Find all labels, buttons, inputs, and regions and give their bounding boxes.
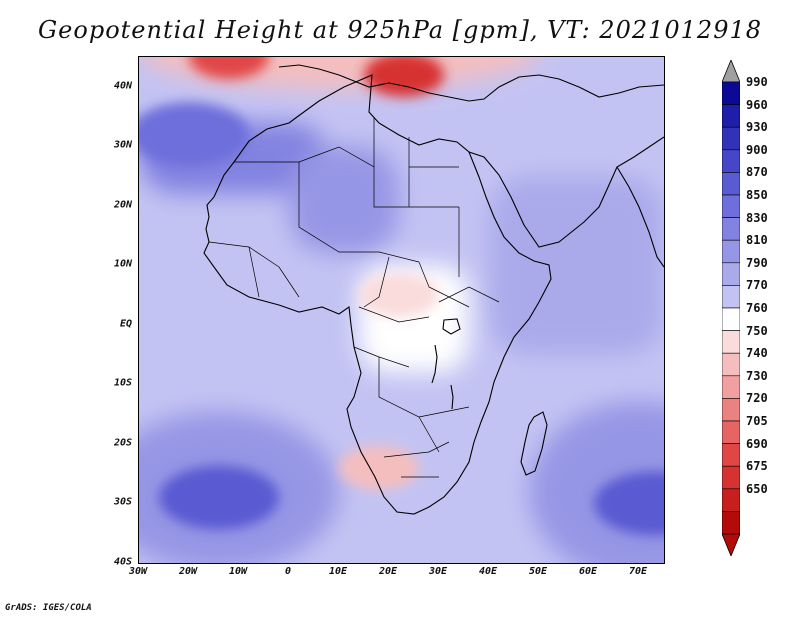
colorbar-swatch <box>722 352 740 377</box>
lon-tick-label: 40E <box>478 566 498 577</box>
lon-tick-label: 70E <box>628 566 648 577</box>
lon-tick-label: 60E <box>578 566 598 577</box>
lake-tanganyika <box>431 344 438 384</box>
grads-credit: GrADS: IGES/COLA <box>5 603 92 613</box>
field-cores <box>139 57 664 536</box>
colorbar-tick-label: 690 <box>746 436 768 451</box>
colorbar-tick-label: 760 <box>746 301 768 315</box>
colorbar-tick-label: 730 <box>746 368 768 383</box>
south-indian-high <box>594 471 664 536</box>
europe-coastline <box>278 64 664 102</box>
arabia-coastline <box>468 136 664 248</box>
north-atlantic-low <box>189 57 269 79</box>
colorbar-tick-label: 830 <box>746 210 768 225</box>
colorbar-tick-label: 870 <box>746 165 768 180</box>
lon-tick-label: 0 <box>284 566 292 577</box>
lat-tick-label: 20S <box>113 437 132 449</box>
colorbar-swatch <box>722 217 740 241</box>
colorbar-swatch <box>722 330 740 354</box>
colorbar-swatch <box>722 262 740 286</box>
lat-tick-label: 40S <box>113 556 132 568</box>
colorbar-tick-label: 850 <box>746 188 768 202</box>
colorbar-tick-label: 675 <box>746 459 768 474</box>
india-coastline <box>616 166 664 268</box>
colorbar-tick-label: 740 <box>746 346 768 361</box>
colorbar-tick-label: 930 <box>746 120 768 135</box>
lon-tick-label: 30E <box>428 566 448 577</box>
colorbar-swatch <box>722 420 740 444</box>
colorbar-tick-label: 900 <box>746 142 768 157</box>
colorbar-tick-label: 705 <box>746 414 768 428</box>
mediterranean-low <box>364 57 444 97</box>
colorbar-tick-label: 790 <box>746 255 768 270</box>
coastlines <box>203 64 664 515</box>
south-atlantic-high <box>159 465 279 530</box>
colorbar-swatch <box>722 285 740 309</box>
colorbar-swatch <box>722 104 740 128</box>
lake-victoria <box>442 318 461 335</box>
colorbar-swatch <box>722 375 740 399</box>
colorbar-tick-label: 810 <box>746 233 768 248</box>
lon-tick-label: 10E <box>328 566 348 577</box>
azores-ridge <box>139 102 249 167</box>
lat-tick-label: 30S <box>113 496 132 508</box>
lon-tick-label: 30W <box>128 566 148 577</box>
lat-tick-label: EQ <box>119 318 132 330</box>
colorbar-tick-label: 770 <box>746 278 768 293</box>
lon-tick-label: 50E <box>528 566 548 577</box>
map-panel <box>138 56 665 564</box>
map-svg <box>139 57 664 563</box>
colorbar-tick-label: 750 <box>746 323 768 338</box>
colorbar-swatch <box>722 488 740 512</box>
colorbar-swatch <box>722 149 740 173</box>
colorbar-swatch <box>722 239 740 264</box>
colorbar-swatch <box>722 398 740 422</box>
colorbar-swatch <box>722 443 740 467</box>
kalahari-low <box>339 445 419 490</box>
lon-tick-label: 20W <box>178 566 198 577</box>
madagascar-coastline <box>520 411 548 476</box>
africa-coastline <box>203 74 552 515</box>
colorbar-under-arrow <box>722 533 740 556</box>
colorbar-swatch <box>722 81 740 105</box>
lake-malawi <box>450 384 454 410</box>
colorbar-over-arrow <box>722 60 740 83</box>
country-borders <box>208 117 500 478</box>
chart-title: Geopotential Height at 925hPa [gpm], VT:… <box>38 16 762 44</box>
lat-tick-label: 30N <box>113 139 132 151</box>
colorbar-tick-label: 720 <box>746 391 768 406</box>
height-field <box>139 57 664 563</box>
lat-tick-label: 40N <box>113 80 132 92</box>
colorbar-swatch <box>722 172 740 196</box>
colorbar <box>722 60 740 556</box>
north-africa-shade <box>289 146 399 254</box>
colorbar-swatch <box>722 194 740 218</box>
lon-tick-label: 10W <box>228 566 248 577</box>
colorbar-swatch <box>722 511 740 535</box>
colorbar-tick-label: 990 <box>746 75 768 89</box>
lat-tick-label: 10S <box>113 377 132 389</box>
lon-tick-label: 20E <box>378 566 398 577</box>
colorbar-tick-label: 650 <box>746 481 768 496</box>
colorbar-tick-label: 960 <box>746 97 768 112</box>
lat-tick-label: 10N <box>113 258 132 270</box>
arabian-sea-shade <box>489 176 664 355</box>
colorbar-swatch <box>722 307 740 331</box>
colorbar-swatch <box>722 465 740 490</box>
lat-tick-label: 20N <box>113 199 132 211</box>
equatorial-trough <box>359 273 439 318</box>
colorbar-swatch <box>722 126 740 151</box>
